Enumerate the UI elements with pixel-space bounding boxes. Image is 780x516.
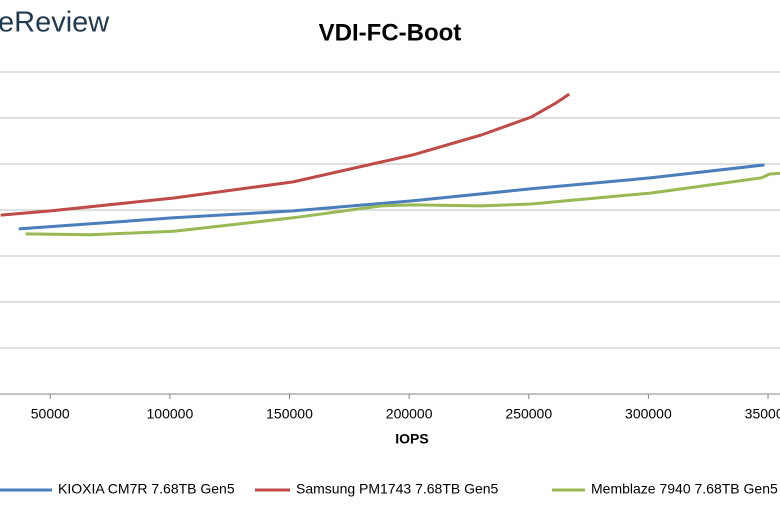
x-tick-label: 200000 — [386, 406, 433, 422]
legend-label: KIOXIA CM7R 7.68TB Gen5 — [58, 481, 235, 497]
series-line — [18, 163, 765, 231]
x-tick-label: 350000 — [745, 406, 780, 422]
chart-title: VDI-FC-Boot — [319, 19, 462, 46]
series-line — [0, 92, 571, 217]
x-tick-label: 150000 — [266, 406, 313, 422]
x-tick-label: 300000 — [625, 406, 672, 422]
x-tick-label: 100000 — [147, 406, 194, 422]
x-axis-title: IOPS — [395, 431, 428, 447]
x-tick-label: 50000 — [31, 406, 70, 422]
legend-label: Samsung PM1743 7.68TB Gen5 — [296, 481, 499, 497]
brand-logo: eReview — [0, 7, 110, 39]
x-tick-label: 250000 — [505, 406, 552, 422]
legend-label: Memblaze 7940 7.68TB Gen5 — [591, 481, 778, 497]
series-line — [25, 171, 780, 237]
